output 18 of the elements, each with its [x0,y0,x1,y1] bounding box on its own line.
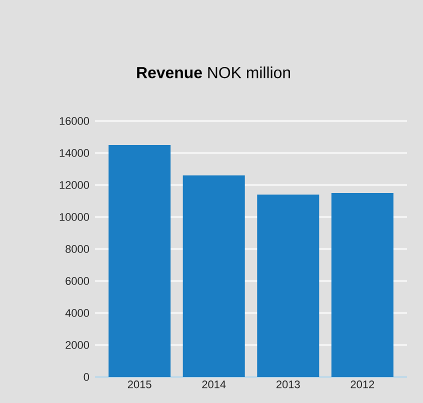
y-tick-label: 2000 [66,341,90,349]
bar [182,175,245,377]
y-tick-label: 8000 [66,245,90,253]
y-tick-label: 6000 [66,277,90,285]
bar [257,194,320,377]
y-tick-label: 14000 [60,149,90,157]
y-tick-label: 12000 [60,181,90,189]
x-tick-label: 2013 [276,380,300,388]
bar [108,145,171,377]
y-tick-label: 16000 [60,117,90,125]
chart-title: Revenue NOK million [137,66,290,78]
y-tick-label: 4000 [65,309,90,317]
bar [331,193,394,377]
y-tick-label: 10000 [60,213,90,221]
y-tick-label: 0 [84,373,90,381]
x-tick-label: 2015 [128,380,152,388]
x-tick-label: 2014 [202,380,226,388]
x-tick-label: 2012 [350,380,374,388]
